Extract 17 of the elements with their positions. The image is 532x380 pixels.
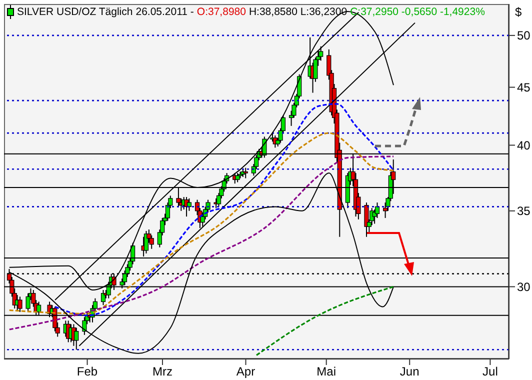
- annotation: O:37,8980: [196, 6, 246, 18]
- y-tick-label: 50: [517, 28, 531, 43]
- y-axis-title: $: [515, 5, 522, 19]
- annotation: C:37,2950 -0,5650 -1,4923%: [350, 6, 485, 18]
- x-tick-label: Jun: [400, 364, 420, 379]
- x-tick-label: Apr: [236, 364, 256, 379]
- y-tick-label: 35: [517, 204, 531, 218]
- y-tick-label: 30: [517, 280, 531, 294]
- x-tick-label: Jul: [482, 364, 498, 379]
- chart-title: SILVER USD/OZ Täglich: [17, 6, 133, 18]
- annotation: 26.05.2011 -: [136, 6, 194, 18]
- y-tick-label: 40: [517, 138, 531, 152]
- annotation: H:38,8580 L:36,2300: [248, 6, 348, 18]
- y-tick-label: 45: [517, 80, 531, 95]
- x-tick-label: Mrz: [152, 364, 172, 379]
- x-tick-label: Feb: [76, 364, 98, 379]
- x-tick-label: Mai: [316, 364, 336, 379]
